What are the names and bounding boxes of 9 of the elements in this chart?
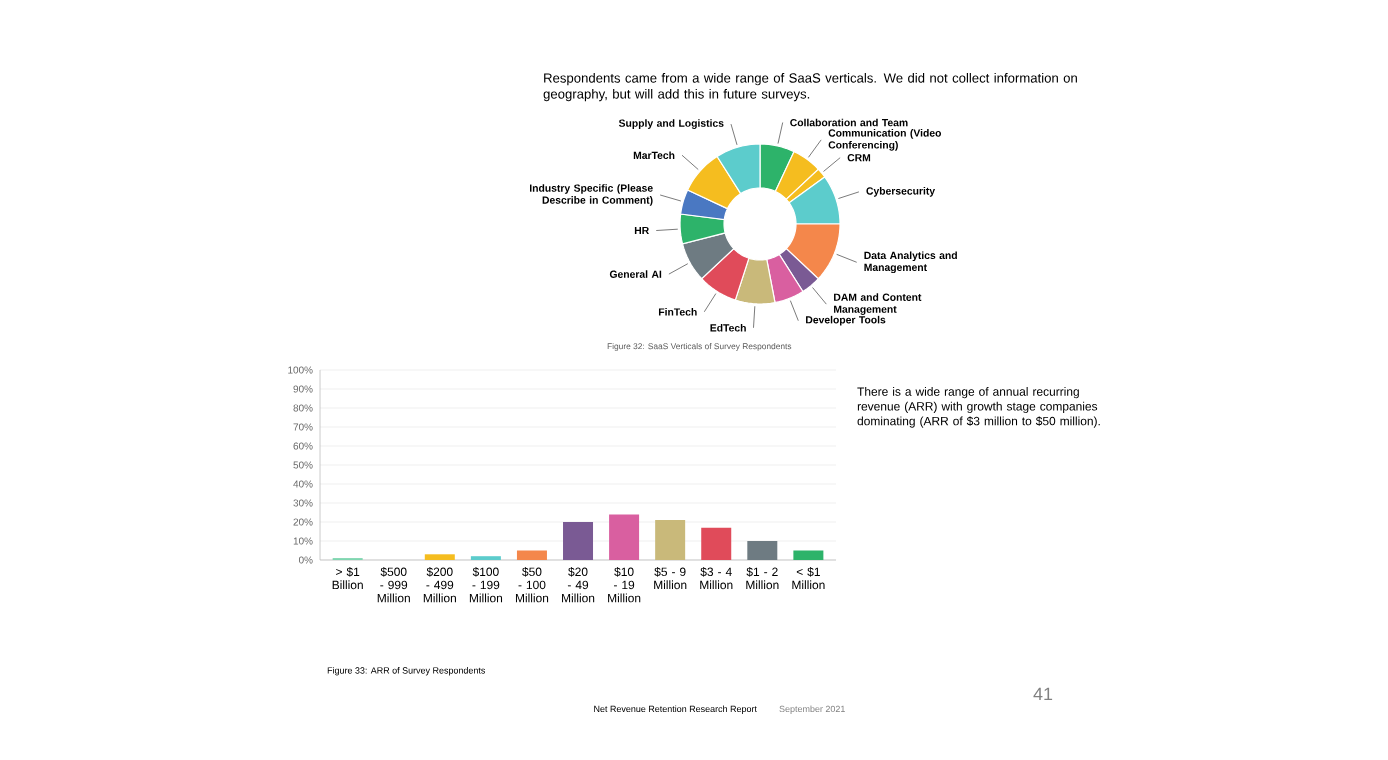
bar: [655, 520, 686, 560]
bar: [793, 550, 824, 560]
bar: [424, 554, 455, 560]
bar: [701, 527, 732, 560]
text: 41: [1033, 687, 1053, 700]
bar: [747, 540, 778, 560]
bar: [563, 521, 594, 560]
bar: [609, 514, 640, 560]
bar: [516, 550, 547, 560]
